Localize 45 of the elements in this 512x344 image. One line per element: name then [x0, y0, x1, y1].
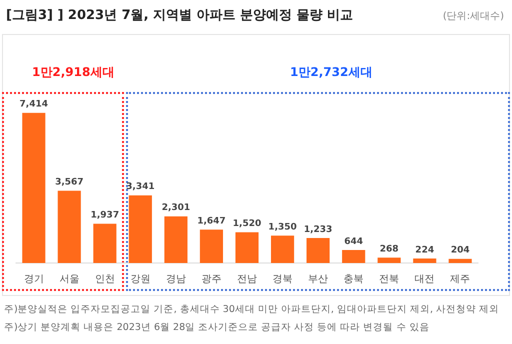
data-label: 224 — [415, 245, 434, 256]
data-label: 3,341 — [126, 182, 155, 192]
bar — [378, 258, 401, 263]
data-label: 3,567 — [55, 178, 84, 188]
bar — [164, 216, 188, 263]
bar — [342, 250, 366, 263]
x-tick-label: 대전 — [414, 274, 435, 285]
data-label: 268 — [380, 244, 399, 254]
data-label: 644 — [344, 236, 364, 247]
bar — [306, 238, 330, 263]
data-label: 1,233 — [304, 224, 332, 235]
data-label: 204 — [450, 246, 470, 256]
text: 주)분양실적은 입주자모집공고일 기준, 총세대수 30세대 미만 아파트단지, 임대아파트단지 제외, 사전청약 제외 — [4, 303, 500, 316]
data-label: 2,301 — [162, 203, 190, 214]
bar — [270, 236, 294, 263]
x-tick-label: 광주 — [201, 274, 222, 285]
bar — [128, 195, 152, 263]
data-label: 1,350 — [268, 222, 297, 233]
x-tick-label: 경기 — [24, 274, 44, 285]
data-label: 7,414 — [20, 100, 48, 110]
data-label: 1,647 — [197, 216, 226, 226]
x-tick-label: 경북 — [272, 274, 293, 285]
text: 1만2,732세대 — [290, 64, 372, 81]
x-tick-label: 인천 — [94, 274, 115, 285]
x-tick-label: 전남 — [237, 274, 257, 285]
x-tick-label: 제주 — [450, 274, 470, 285]
data-label: 1,520 — [232, 219, 262, 230]
chart-title: [그림3] ] 2023년 7월, 지역별 아파트 분양예정 물량 비교 — [6, 7, 354, 24]
text: 1만2,918세대 — [32, 64, 114, 81]
data-label: 1,937 — [90, 210, 120, 221]
bar — [235, 232, 259, 263]
text: 주)상기 분양계획 내용은 2023년 6월 28일 조사기준으로 공급자 사정 등에 따라 변경될 수 있음 — [4, 321, 430, 334]
x-tick-label: 전북 — [379, 274, 400, 285]
x-tick-label: 부산 — [308, 274, 328, 285]
bar — [58, 190, 81, 263]
chart-subtitle: (단위:세대수) — [442, 10, 504, 23]
bar — [448, 258, 472, 263]
x-tick-label: 서울 — [59, 274, 80, 285]
x-tick-label: 강원 — [130, 274, 150, 285]
x-tick-label: 충북 — [344, 274, 364, 285]
x-tick-label: 경남 — [166, 274, 186, 285]
bar — [93, 224, 116, 263]
bar — [200, 230, 224, 263]
bar — [413, 258, 436, 263]
bar — [22, 112, 46, 263]
